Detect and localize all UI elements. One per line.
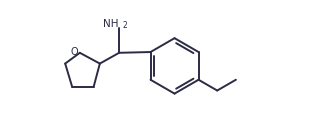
Text: O: O — [71, 47, 78, 57]
Text: NH: NH — [103, 18, 118, 29]
Text: 2: 2 — [123, 21, 128, 30]
